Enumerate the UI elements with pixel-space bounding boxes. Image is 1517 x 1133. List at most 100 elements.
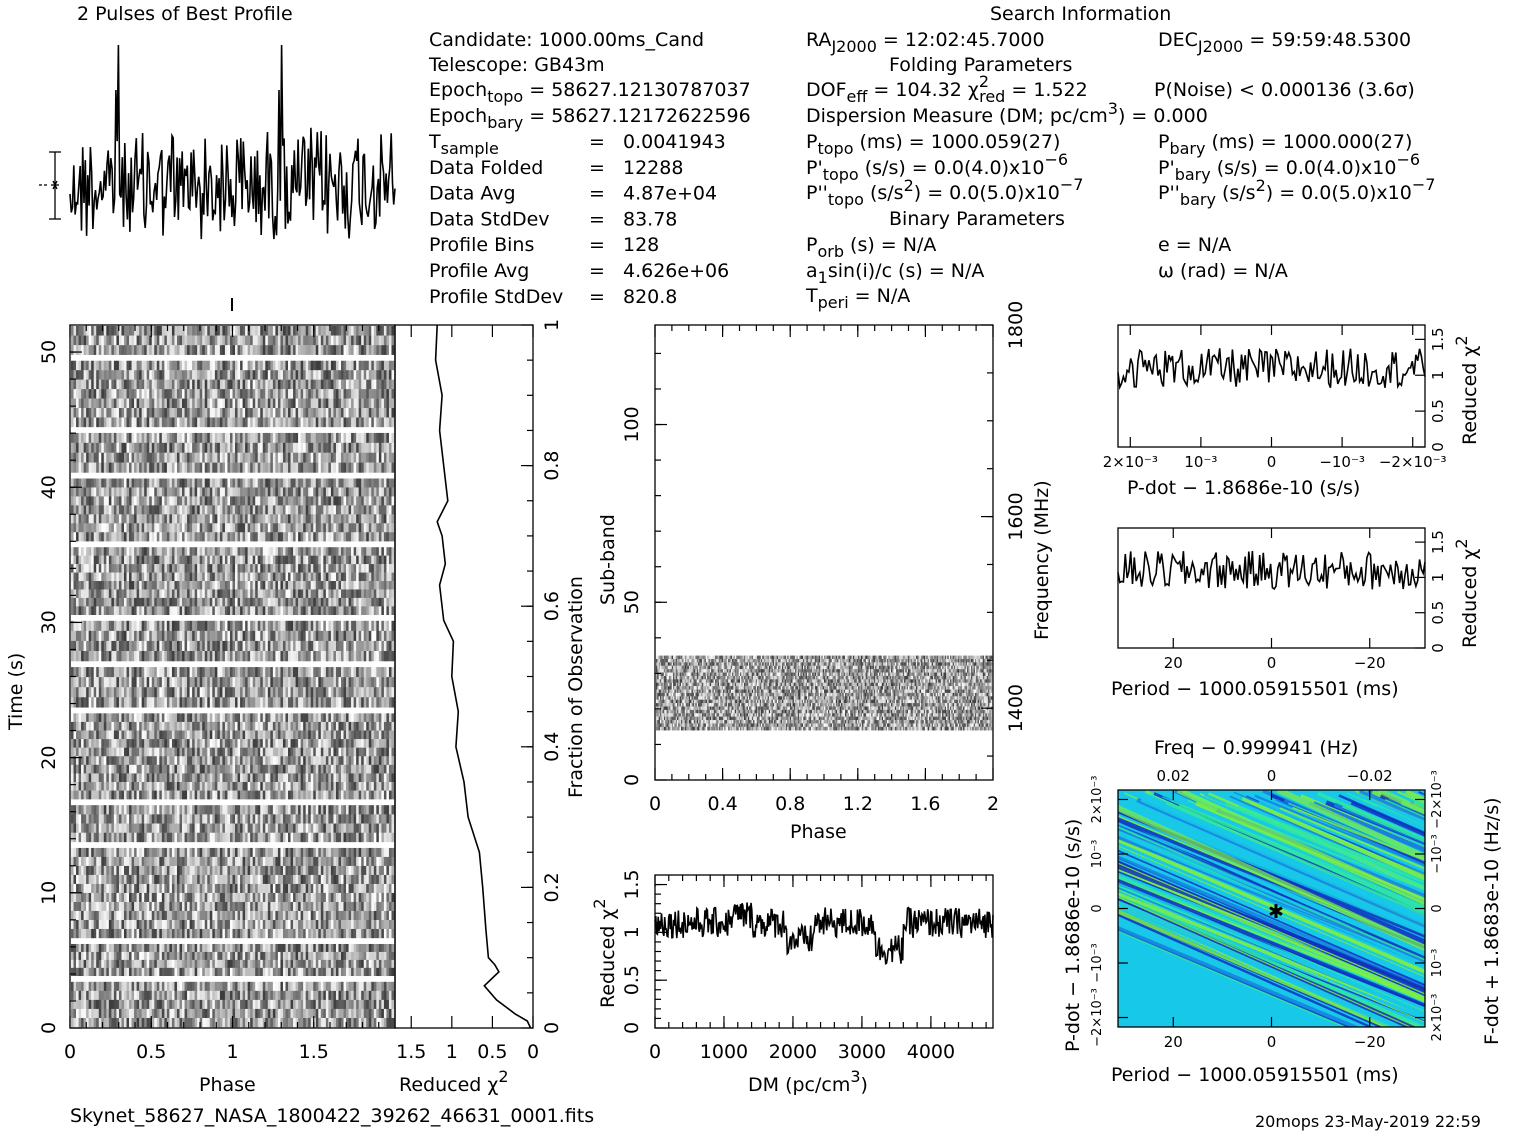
time-phase-cell (93, 999, 97, 1010)
time-phase-cell (136, 747, 140, 757)
time-phase-cell (144, 919, 147, 930)
time-phase-cell (343, 981, 347, 992)
time-phase-cell (81, 756, 84, 766)
time-phase-cell (146, 687, 150, 698)
time-phase-cell (111, 630, 115, 642)
time-phase-cell (118, 764, 122, 774)
time-phase-cell (373, 677, 377, 688)
time-phase-cell (275, 790, 279, 800)
time-phase-cell (154, 713, 158, 723)
time-phase-cell (373, 999, 377, 1010)
time-phase-cell (363, 756, 367, 766)
time-phase-cell (189, 967, 193, 977)
time-phase-cell (229, 747, 233, 757)
time-phase-cell (121, 1017, 125, 1028)
time-phase-cell (346, 721, 349, 731)
time-phase-cell (315, 865, 319, 876)
time-phase-cell (217, 919, 221, 930)
time-phase-cell (209, 874, 213, 885)
time-phase-cell (202, 1017, 206, 1028)
time-phase-cell (134, 697, 137, 708)
time-phase-cell (323, 910, 327, 921)
time-phase-cell (169, 667, 173, 678)
time-phase-cell (222, 764, 226, 774)
time-phase-cell (106, 782, 110, 791)
time-phase-cell (376, 756, 380, 766)
time-phase-cell (353, 943, 357, 953)
time-phase-cell (184, 856, 188, 867)
time-phase-cell (388, 1008, 392, 1019)
time-phase-cell (182, 730, 185, 740)
time-phase-cell (373, 981, 377, 992)
time-phase-cell (174, 910, 178, 921)
time-phase-cell (113, 756, 117, 766)
time-phase-cell (209, 910, 213, 921)
time-phase-cell (245, 1008, 248, 1019)
time-phase-cell (108, 856, 112, 867)
time-phase-cell (358, 756, 362, 766)
time-phase-cell (358, 1017, 362, 1028)
time-phase-cell (245, 687, 248, 698)
time-phase-cell (103, 677, 107, 688)
time-phase-cell (224, 687, 228, 698)
time-phase-cell (338, 739, 342, 748)
time-phase-cell (313, 667, 317, 678)
time-phase-cell (260, 790, 264, 800)
time-phase-cell (308, 1008, 312, 1019)
time-phase-cell (303, 814, 306, 824)
time-phase-cell (83, 677, 87, 688)
time-phase-cell (277, 721, 281, 731)
time-phase-cell (214, 773, 218, 783)
time-phase-cell (156, 847, 160, 858)
time-phase-cell (383, 1017, 387, 1028)
time-phase-cell (323, 697, 327, 708)
time-phase-cell (295, 747, 299, 757)
time-phase-cell (187, 773, 190, 783)
time-phase-cell (108, 928, 112, 939)
time-phase-cell (118, 832, 122, 843)
time-phase-cell (338, 959, 342, 969)
time-phase-cell (260, 883, 264, 894)
time-phase-cell (383, 999, 387, 1010)
time-phase-cell (106, 790, 110, 800)
time-phase-cell (101, 999, 105, 1010)
time-phase-cell (348, 910, 352, 921)
time-phase-cell (136, 901, 140, 912)
time-phase-cell (275, 951, 279, 961)
time-phase-cell (159, 814, 163, 824)
time-phase-cell (144, 667, 147, 678)
time-phase-cell (293, 1017, 296, 1028)
time-phase-cell (204, 677, 208, 688)
time-phase-cell (237, 630, 241, 642)
time-phase-cell (358, 823, 362, 833)
time-phase-cell (194, 967, 198, 977)
time-phase-cell (260, 874, 264, 885)
time-phase-cell (300, 910, 304, 921)
time-phase-cell (391, 910, 395, 921)
time-phase-cell (73, 687, 77, 698)
time-phase-cell (356, 892, 359, 903)
time-phase-cell (197, 874, 200, 885)
time-phase-cell (214, 874, 218, 885)
time-phase-cell (134, 782, 137, 791)
time-phase-cell (366, 1008, 370, 1019)
time-phase-cell (232, 823, 236, 833)
time-phase-cell (250, 990, 253, 1001)
time-phase-cell (214, 847, 218, 858)
time-phase-cell (386, 756, 390, 766)
time-phase-cell (126, 739, 130, 748)
time-phase-cell (371, 928, 375, 939)
time-phase-cell (204, 856, 208, 867)
time-phase-cell (171, 697, 175, 708)
time-phase-cell (240, 847, 243, 858)
time-phase-cell (83, 959, 87, 969)
time-phase-cell (123, 756, 127, 766)
time-phase-cell (156, 892, 160, 903)
time-phase-cell (106, 981, 110, 992)
time-phase-cell (116, 620, 120, 632)
time-phase-cell (219, 874, 223, 885)
time-phase-cell (320, 667, 324, 678)
time-phase-cell (247, 805, 251, 815)
time-phase-cell (123, 981, 127, 992)
time-phase-cell (282, 959, 286, 969)
